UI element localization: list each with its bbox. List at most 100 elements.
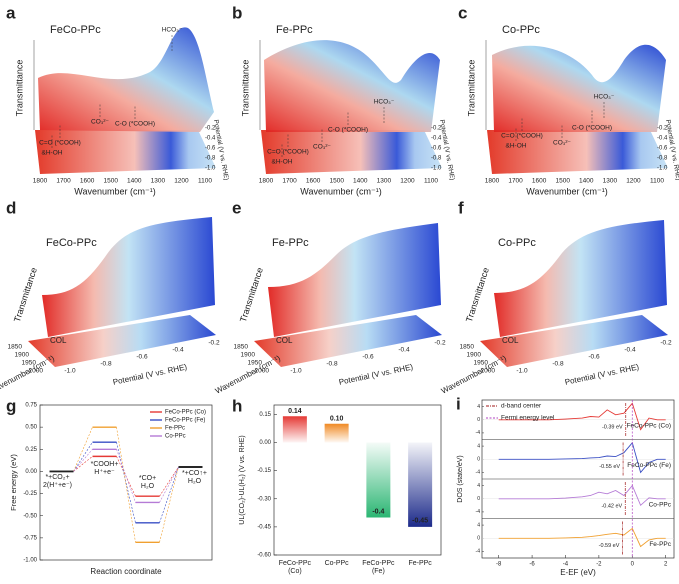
x-tick-label: 2000 bbox=[481, 368, 496, 375]
x-tick-label: 1600 bbox=[80, 178, 95, 185]
z-tick-label: -0.8 bbox=[205, 156, 216, 162]
x-axis-label: Wavenumber (cm⁻¹) bbox=[74, 186, 155, 196]
surface bbox=[492, 44, 666, 133]
x-tick-label: 0 bbox=[631, 562, 635, 568]
value-label: 0.10 bbox=[330, 416, 344, 423]
x-tick-label: -2 bbox=[596, 562, 602, 568]
z-axis-label: Potential (V vs. RHE) bbox=[338, 362, 414, 387]
panel-title: Fe-PPc bbox=[272, 237, 309, 249]
y-tick-label: 0 bbox=[477, 457, 480, 463]
panel-title: Co-PPc bbox=[498, 237, 536, 249]
annotation: C-O (*COOH) bbox=[572, 125, 612, 132]
value-label: 0.14 bbox=[288, 408, 302, 415]
z-tick-label: -0.6 bbox=[136, 354, 148, 361]
floor-plane bbox=[261, 130, 442, 174]
x-tick-label: 1500 bbox=[555, 178, 570, 185]
legend-label: d-band center bbox=[501, 403, 542, 410]
surface-panel: a FeCo-PPc Transmittance 1800 1700 1600 1500 14… bbox=[6, 3, 230, 196]
z-tick-label: -0.8 bbox=[552, 361, 564, 368]
panel-letter: a bbox=[6, 3, 16, 22]
x-tick-label: 1950 bbox=[22, 360, 37, 367]
y-axis-label: Transmittance bbox=[12, 266, 39, 323]
z-tick-label: -0.8 bbox=[100, 361, 112, 368]
d-band-label: -0.59 eV bbox=[599, 543, 620, 549]
subplot-label: FeCo-PPc (Co) bbox=[627, 422, 671, 429]
value-label: -0.45 bbox=[412, 518, 428, 525]
z-tick-label: -0.8 bbox=[657, 156, 668, 162]
y-axis-label: Transmittance bbox=[240, 60, 250, 117]
subplot-label: Fe-PPc bbox=[649, 541, 671, 548]
z-axis-label: Potential (V vs. RHE) bbox=[112, 362, 188, 387]
z-tick-label: -0.6 bbox=[205, 146, 216, 152]
z-tick-label: -1.0 bbox=[205, 166, 216, 172]
d-band-label: -0.55 eV bbox=[599, 464, 620, 470]
x-tick-label: 1100 bbox=[198, 178, 212, 185]
dos-curve bbox=[498, 527, 666, 548]
annotation: CO₃²⁻ bbox=[313, 144, 332, 151]
y-axis-label: Free energy (eV) bbox=[9, 454, 18, 511]
z-tick-label: -1.0 bbox=[64, 368, 76, 375]
x-tick-label: 1900 bbox=[241, 352, 256, 359]
connector bbox=[116, 449, 136, 503]
connector bbox=[159, 466, 179, 543]
d-band-label: -0.39 eV bbox=[602, 424, 623, 430]
z-tick-label: -0.4 bbox=[657, 136, 668, 142]
y-tick-label: -4 bbox=[476, 430, 481, 436]
connector bbox=[73, 456, 93, 472]
y-tick-label: -0.15 bbox=[257, 468, 271, 474]
panel-letter: i bbox=[456, 394, 461, 413]
y-tick-label: -0.45 bbox=[257, 524, 271, 530]
y-tick-label: 0 bbox=[477, 417, 480, 423]
z-tick-label: -0.2 bbox=[660, 340, 672, 347]
x-tick-label: 1400 bbox=[579, 178, 594, 185]
x-tick-label: 1850 bbox=[234, 344, 249, 351]
panel-letter: b bbox=[232, 3, 242, 22]
x-tick-label: 1400 bbox=[127, 178, 142, 185]
dos-curve bbox=[498, 402, 666, 431]
annotation: COL bbox=[502, 336, 519, 345]
connector bbox=[73, 442, 93, 472]
z-axis-label: Potential (V vs. RHE) bbox=[564, 362, 640, 387]
floor-plane bbox=[28, 315, 216, 367]
z-tick-label: -1.0 bbox=[431, 166, 442, 172]
surface bbox=[264, 40, 440, 132]
x-tick-label: 1850 bbox=[8, 344, 23, 351]
z-tick-label: -0.8 bbox=[326, 361, 338, 368]
y-tick-label: 4 bbox=[477, 404, 480, 410]
z-tick-label: -0.4 bbox=[205, 136, 216, 142]
y-tick-label: -0.60 bbox=[257, 553, 271, 559]
y-tick-label: 0.00 bbox=[259, 440, 271, 446]
annotation: HCO₃⁻ bbox=[374, 99, 395, 106]
y-tick-label: -4 bbox=[476, 470, 481, 476]
x-tick-label: 1300 bbox=[151, 178, 166, 185]
x-tick-label: -4 bbox=[563, 562, 569, 568]
annotation: CO₃²⁻ bbox=[553, 140, 572, 147]
panel-letter: c bbox=[458, 3, 467, 22]
y-tick-label: 4 bbox=[477, 443, 480, 449]
dos-curve bbox=[498, 484, 666, 507]
z-tick-label: -0.4 bbox=[431, 136, 442, 142]
y-axis-label: DOS (state/eV) bbox=[457, 455, 464, 502]
bar bbox=[282, 416, 307, 443]
z-tick-label: -0.2 bbox=[208, 340, 220, 347]
state-label: *+CO₂+ 2(H⁺+e⁻) bbox=[43, 474, 72, 490]
panel-title: FeCo-PPc bbox=[50, 24, 101, 36]
x-tick-label: 1800 bbox=[33, 178, 48, 185]
x-tick-label: 2000 bbox=[255, 368, 270, 375]
x-tick-label: FeCo-PPc (Co) bbox=[278, 560, 312, 575]
surface bbox=[38, 27, 214, 133]
surface-panel: b Fe-PPc Transmittance 1800 1700 1600 1500 1400… bbox=[232, 3, 456, 196]
x-tick-label: 1950 bbox=[248, 360, 263, 367]
x-tick-label: 1700 bbox=[282, 178, 297, 185]
state-label: *CO+ H₂O bbox=[138, 474, 157, 490]
bar bbox=[366, 442, 391, 518]
legend-label: FeCo-PPc (Fe) bbox=[165, 418, 205, 424]
y-tick-label: 0.00 bbox=[25, 469, 37, 475]
dos-curve bbox=[498, 441, 666, 474]
annotation: HCO₃⁻ bbox=[594, 94, 615, 101]
surface bbox=[42, 217, 215, 337]
subplot-label: Co-PPc bbox=[649, 501, 672, 508]
annotation: COL bbox=[50, 336, 67, 345]
annotation: &H-OH bbox=[506, 143, 527, 150]
x-tick-label: 1800 bbox=[485, 178, 500, 185]
